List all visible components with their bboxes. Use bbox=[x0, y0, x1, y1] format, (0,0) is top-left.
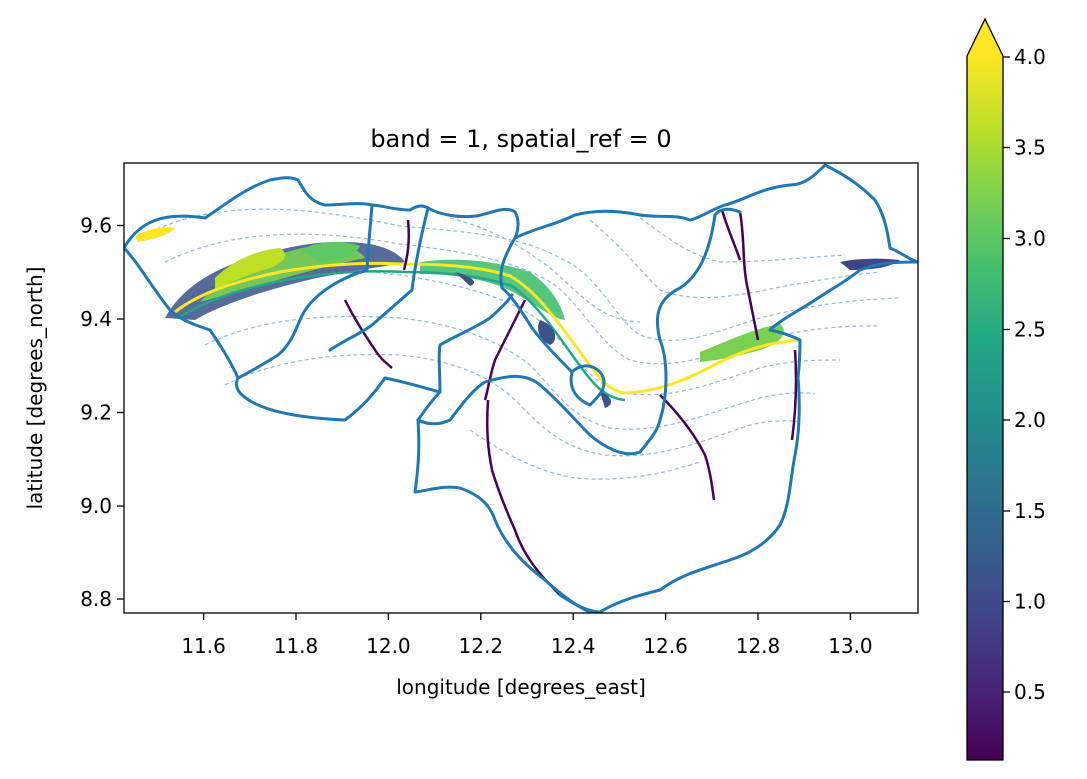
y-tick-label: 9.2 bbox=[80, 401, 112, 425]
contour-line bbox=[224, 353, 801, 457]
y-tick-labels: 8.8 9.0 9.2 9.4 9.6 bbox=[80, 214, 112, 612]
boundary-lines bbox=[124, 163, 918, 613]
x-tick-label: 12.2 bbox=[459, 634, 504, 658]
raster-channel bbox=[177, 270, 626, 402]
raster-tributary bbox=[343, 299, 393, 369]
raster-floodplain bbox=[135, 227, 175, 242]
colorbar-tick-label: 3.5 bbox=[1014, 136, 1046, 160]
boundary-polygon bbox=[416, 207, 742, 456]
colorbar-tick-labels: 0.5 1.0 1.5 2.0 2.5 3.0 3.5 4.0 bbox=[1014, 45, 1046, 704]
x-tick-label: 12.8 bbox=[736, 634, 781, 658]
raster-floodplain bbox=[215, 248, 286, 290]
contour-line bbox=[149, 208, 901, 341]
colorbar-gradient bbox=[967, 56, 1003, 760]
x-axis-label: longitude [degrees_east] bbox=[396, 675, 646, 699]
boundary-polygon bbox=[124, 246, 514, 422]
plot-title: band = 1, spatial_ref = 0 bbox=[370, 125, 671, 153]
raster-tributary bbox=[720, 209, 742, 261]
raster-channel bbox=[174, 261, 801, 395]
boundary-polygon bbox=[124, 163, 918, 264]
raster-data bbox=[135, 209, 900, 596]
x-tick-label: 11.8 bbox=[274, 634, 319, 658]
boundary-polygon bbox=[499, 236, 606, 407]
boundary-polygon bbox=[598, 260, 918, 613]
boundary-polygon bbox=[236, 203, 374, 380]
x-tick-label: 12.6 bbox=[643, 634, 688, 658]
x-tick-label: 13.0 bbox=[828, 634, 873, 658]
colorbar: 0.5 1.0 1.5 2.0 2.5 3.0 3.5 4.0 bbox=[966, 17, 1046, 761]
y-axis-label: latitude [degrees_north] bbox=[23, 267, 47, 510]
contour-line bbox=[589, 219, 881, 299]
raster-tributary bbox=[790, 349, 798, 441]
map-area bbox=[124, 163, 918, 613]
y-axis bbox=[117, 224, 124, 600]
x-tick-label: 12.0 bbox=[366, 634, 411, 658]
contour-lines bbox=[149, 208, 901, 480]
raster-tributary bbox=[659, 394, 716, 501]
x-tick-label: 12.4 bbox=[551, 634, 596, 658]
colorbar-tick-label: 1.0 bbox=[1014, 590, 1046, 614]
contour-line bbox=[164, 233, 881, 365]
raster-floodplain bbox=[700, 324, 784, 362]
colorbar-tick-label: 1.5 bbox=[1014, 499, 1046, 523]
y-tick-label: 9.6 bbox=[80, 214, 112, 238]
raster-floodplain bbox=[420, 259, 565, 320]
x-tick-label: 11.6 bbox=[181, 634, 226, 658]
colorbar-tick-label: 2.0 bbox=[1014, 408, 1046, 432]
raster-floodplain bbox=[300, 241, 360, 262]
y-tick-label: 9.4 bbox=[80, 307, 112, 331]
boundary-polygon bbox=[413, 418, 592, 613]
raster-speckle-patch bbox=[538, 320, 556, 345]
x-tick-labels: 11.6 11.8 12.0 12.2 12.4 12.6 12.8 13.0 bbox=[181, 634, 872, 658]
colorbar-tick-label: 0.5 bbox=[1014, 680, 1046, 704]
colorbar-extend-arrow bbox=[967, 19, 1003, 56]
boundary-polygon bbox=[328, 206, 430, 352]
colorbar-tick-label: 4.0 bbox=[1014, 45, 1046, 69]
raster-tributary bbox=[483, 299, 527, 401]
raster-tributary bbox=[738, 211, 760, 341]
boundary-polygon bbox=[558, 593, 602, 613]
raster-speckle-patch bbox=[455, 272, 475, 286]
y-tick-label: 9.0 bbox=[80, 494, 112, 518]
colorbar-tick-label: 2.5 bbox=[1014, 318, 1046, 342]
contour-line bbox=[469, 429, 701, 480]
axes-frame bbox=[123, 162, 919, 614]
raster-tributary bbox=[485, 399, 561, 596]
contour-line bbox=[204, 315, 816, 430]
raster-floodplain bbox=[840, 258, 900, 270]
colorbar-tick-label: 3.0 bbox=[1014, 227, 1046, 251]
raster-speckle-patch bbox=[600, 392, 612, 408]
colorbar-outline bbox=[966, 17, 1004, 761]
contour-line bbox=[639, 217, 846, 263]
colorbar-ticks bbox=[1003, 56, 1010, 693]
raster-tributaries bbox=[343, 209, 798, 596]
contour-line bbox=[449, 217, 641, 323]
y-tick-label: 8.8 bbox=[80, 587, 112, 611]
raster-tributary bbox=[402, 219, 411, 271]
x-axis bbox=[202, 613, 852, 620]
